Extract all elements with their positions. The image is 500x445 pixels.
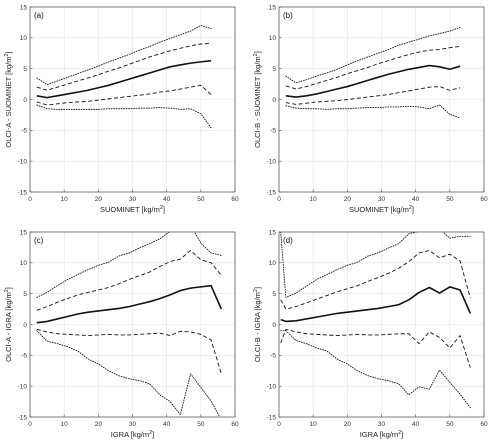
series-line-dotted-3	[36, 25, 212, 86]
series-line-solid-0	[36, 59, 212, 99]
y-axis-label: OLCI-A - IGRA [kg/m2]	[4, 287, 13, 362]
y-tick-label: 10	[269, 260, 277, 267]
series-line-solid-0	[285, 64, 461, 98]
series-line-solid-0	[36, 284, 223, 324]
panel-d: 0 10 20 30 40 50 60 -15 -10 -5 0 5 10 15 IGRA [kg/m2] O…	[253, 229, 488, 439]
x-tick-label: 20	[95, 196, 103, 203]
y-tick-label: 5	[23, 66, 27, 73]
x-axis-label: IGRA [kg/m2]	[111, 430, 155, 439]
y-axis-label: OLCI-B - IGRA [kg/m2]	[253, 287, 262, 362]
x-tick-label: 40	[412, 421, 420, 428]
x-tick-label: 10	[61, 421, 69, 428]
y-tick-label: 15	[269, 229, 277, 236]
x-tick-label: 10	[310, 421, 318, 428]
x-tick-label: 10	[61, 196, 69, 203]
y-tick-label: -10	[18, 158, 28, 165]
y-tick-label: 10	[20, 35, 28, 42]
series-line-dotted-3	[280, 232, 471, 298]
series-line-dotted-3	[36, 232, 222, 298]
y-axis-label: OLCI-A - SUOMINET [kg/m2]	[4, 51, 13, 147]
y-tick-label: 5	[23, 291, 27, 298]
x-tick-label: 50	[446, 196, 454, 203]
y-axis-label: OLCI-B - SUOMINET [kg/m2]	[253, 51, 262, 148]
series-line-dashed-1	[36, 42, 212, 91]
y-tick-label: 15	[20, 229, 28, 236]
series-line-dashed-2	[36, 84, 212, 106]
y-tick-label: -10	[267, 158, 277, 165]
x-tick-label: 40	[163, 421, 171, 428]
series-line-dashed-2	[280, 328, 471, 368]
series-line-dotted-4	[36, 330, 221, 417]
series-line-dotted-4	[36, 104, 212, 129]
y-tick-label: -5	[21, 353, 27, 360]
series-group	[285, 26, 461, 119]
series-group	[36, 25, 212, 129]
x-tick-label: 0	[277, 196, 281, 203]
series-group	[280, 232, 472, 409]
x-axis-label: SUOMINET [kg/m2]	[349, 205, 414, 214]
y-tick-label: -5	[270, 353, 276, 360]
series-line-dashed-1	[36, 250, 222, 311]
y-tick-label: 15	[269, 4, 277, 11]
series-line-dotted-4	[280, 330, 471, 409]
x-tick-label: 60	[480, 421, 488, 428]
y-tick-label: 0	[23, 97, 27, 104]
y-tick-label: 10	[20, 260, 28, 267]
series-line-dashed-2	[285, 86, 461, 105]
panel-a: 0 10 20 30 40 50 60 -15 -10 -5 0 5 10 15 SUOMINET [kg/…	[4, 4, 239, 214]
series-line-dashed-1	[285, 46, 461, 90]
y-tick-label: 0	[272, 97, 276, 104]
x-tick-label: 60	[480, 196, 488, 203]
x-tick-label: 20	[344, 421, 352, 428]
series-line-dotted-3	[285, 26, 461, 84]
panel-label: (d)	[283, 236, 293, 245]
x-tick-label: 30	[129, 196, 137, 203]
series-line-dashed-2	[36, 328, 222, 374]
y-tick-label: -15	[18, 189, 28, 196]
x-tick-label: 0	[28, 421, 32, 428]
panel-label: (b)	[283, 11, 293, 20]
x-axis-label: IGRA [kg/m2]	[360, 430, 404, 439]
panel-label: (a)	[34, 11, 44, 20]
y-tick-label: 5	[272, 291, 276, 298]
series-group	[36, 232, 223, 417]
x-tick-label: 60	[231, 421, 239, 428]
x-tick-label: 0	[28, 196, 32, 203]
y-tick-label: -10	[267, 383, 277, 390]
x-tick-label: 10	[310, 196, 318, 203]
x-tick-label: 40	[163, 196, 171, 203]
x-tick-label: 0	[277, 421, 281, 428]
x-tick-label: 30	[378, 421, 386, 428]
y-tick-label: 10	[269, 35, 277, 42]
x-axis-label: SUOMINET [kg/m2]	[100, 205, 165, 214]
x-tick-label: 30	[378, 196, 386, 203]
x-tick-label: 50	[197, 196, 205, 203]
y-tick-label: -15	[267, 414, 277, 421]
x-tick-label: 50	[197, 421, 205, 428]
x-tick-label: 30	[129, 421, 137, 428]
y-tick-label: -5	[21, 128, 27, 135]
y-tick-label: 0	[23, 322, 27, 329]
panel-c: 0 10 20 30 40 50 60 -15 -10 -5 0 5 10 15 IGRA [kg/m2] O…	[4, 229, 239, 439]
panel-b: 0 10 20 30 40 50 60 -15 -10 -5 0 5 10 15 SUOMINET [kg/…	[253, 4, 488, 214]
series-line-dashed-1	[280, 250, 471, 310]
x-tick-label: 40	[412, 196, 420, 203]
x-tick-label: 50	[446, 421, 454, 428]
series-line-dotted-4	[285, 104, 461, 119]
series-line-solid-0	[280, 286, 472, 323]
y-tick-label: -15	[18, 414, 28, 421]
x-tick-label: 20	[344, 196, 352, 203]
y-tick-label: 5	[272, 66, 276, 73]
y-tick-label: -15	[267, 189, 277, 196]
y-tick-label: -10	[18, 383, 28, 390]
y-tick-label: 0	[272, 322, 276, 329]
y-tick-label: 15	[20, 4, 28, 11]
panel-label: (c)	[34, 236, 44, 245]
x-tick-label: 60	[231, 196, 239, 203]
x-tick-label: 20	[95, 421, 103, 428]
y-tick-label: -5	[270, 128, 276, 135]
